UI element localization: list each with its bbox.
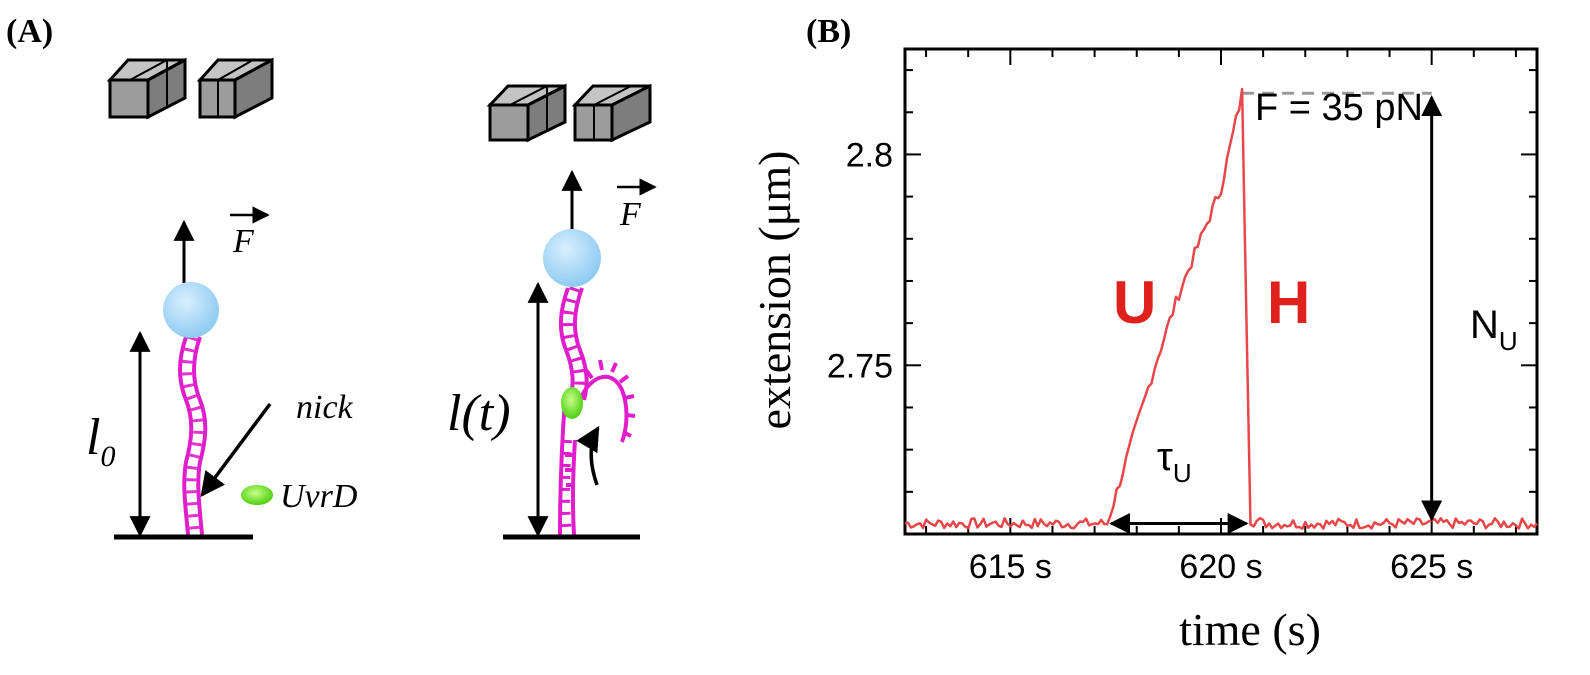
- plot-frame: [903, 47, 1539, 536]
- panel-b-label: (B): [806, 13, 851, 50]
- magnet-cube-icon: [106, 57, 187, 120]
- force-label-left: F: [232, 223, 255, 260]
- length-label-left: l0: [86, 409, 115, 473]
- magnet-pair-right: [486, 83, 652, 143]
- nick-arrow-icon: [200, 402, 272, 497]
- panel-a-label: (A): [6, 13, 53, 50]
- magnet-cube-icon: [571, 83, 652, 143]
- extension-plot: 615 s 620 s 625 s 2.75 2.8: [827, 47, 1539, 586]
- panel-a: (A): [6, 13, 657, 540]
- right-diagram: F l(t): [447, 83, 657, 540]
- bead-icon: [543, 229, 601, 287]
- uvrd-label: UvrD: [280, 478, 358, 515]
- uvrd-enzyme-icon: [241, 485, 273, 505]
- uvrd-enzyme-icon: [561, 387, 583, 419]
- state-u-label: U: [1113, 269, 1156, 336]
- panel-b: (B) 615 s 620 s 625 s 2.75 2.8 F = 35 pN U H…: [749, 13, 1539, 655]
- state-h-label: H: [1267, 269, 1310, 336]
- n-u-label: NU: [1470, 303, 1518, 356]
- bead-icon: [163, 282, 219, 338]
- length-label-right: l(t): [447, 385, 511, 442]
- force-value-label: F = 35 pN: [1255, 87, 1423, 129]
- left-diagram: F l0 nick UvrD: [86, 57, 358, 540]
- y-tick-label: 2.8: [846, 136, 893, 174]
- axis-tick-labels: 615 s 620 s 625 s 2.75 2.8: [827, 136, 1473, 586]
- tau-u-label: τU: [1157, 435, 1192, 488]
- x-tick-label: 625 s: [1390, 548, 1473, 586]
- x-tick-label: 615 s: [969, 548, 1052, 586]
- unwinding-direction-arrow-icon: [576, 425, 600, 486]
- magnet-pair-left: [106, 57, 274, 120]
- force-label-right: F: [619, 196, 642, 233]
- dna-strand-left: [178, 335, 208, 536]
- magnet-cube-icon: [196, 57, 274, 120]
- x-tick-label: 620 s: [1179, 548, 1262, 586]
- magnet-cube-icon: [486, 83, 567, 143]
- axis-ticks: [905, 49, 1537, 535]
- x-axis-title: time (s): [1179, 604, 1321, 655]
- y-tick-label: 2.75: [827, 347, 893, 385]
- nick-label: nick: [296, 389, 354, 426]
- y-axis-title: extension (μm): [749, 151, 800, 430]
